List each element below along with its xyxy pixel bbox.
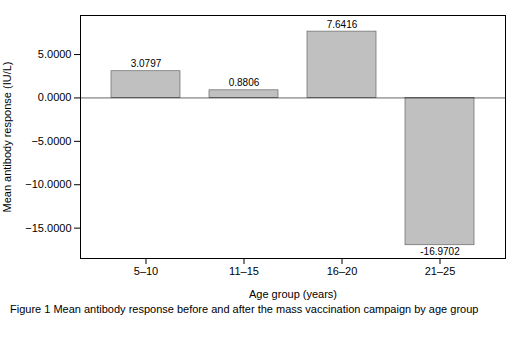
svg-text:7.6416: 7.6416	[327, 19, 358, 30]
svg-text:Age group (years): Age group (years)	[249, 288, 337, 300]
svg-text:16–20: 16–20	[327, 265, 358, 277]
svg-text:5–10: 5–10	[134, 265, 158, 277]
svg-text:0.8806: 0.8806	[229, 77, 260, 88]
html-text:Figure 1 Mean antibody respons: Figure 1 Mean antibody response before a…	[10, 303, 479, 315]
svg-text:−10.0000: −10.0000	[25, 178, 71, 190]
svg-text:5.0000: 5.0000	[38, 48, 72, 60]
svg-text:-16.9702: -16.9702	[420, 246, 460, 257]
svg-text:21–25: 21–25	[425, 265, 456, 277]
svg-text:11–15: 11–15	[229, 265, 259, 277]
svg-text:Mean antibody response (IU/L): Mean antibody response (IU/L)	[1, 61, 13, 212]
svg-text:−15.0000: −15.0000	[25, 222, 71, 234]
svg-text:3.0797: 3.0797	[131, 58, 162, 69]
svg-text:−5.0000: −5.0000	[31, 135, 71, 147]
svg-text:0.0000: 0.0000	[38, 91, 72, 103]
